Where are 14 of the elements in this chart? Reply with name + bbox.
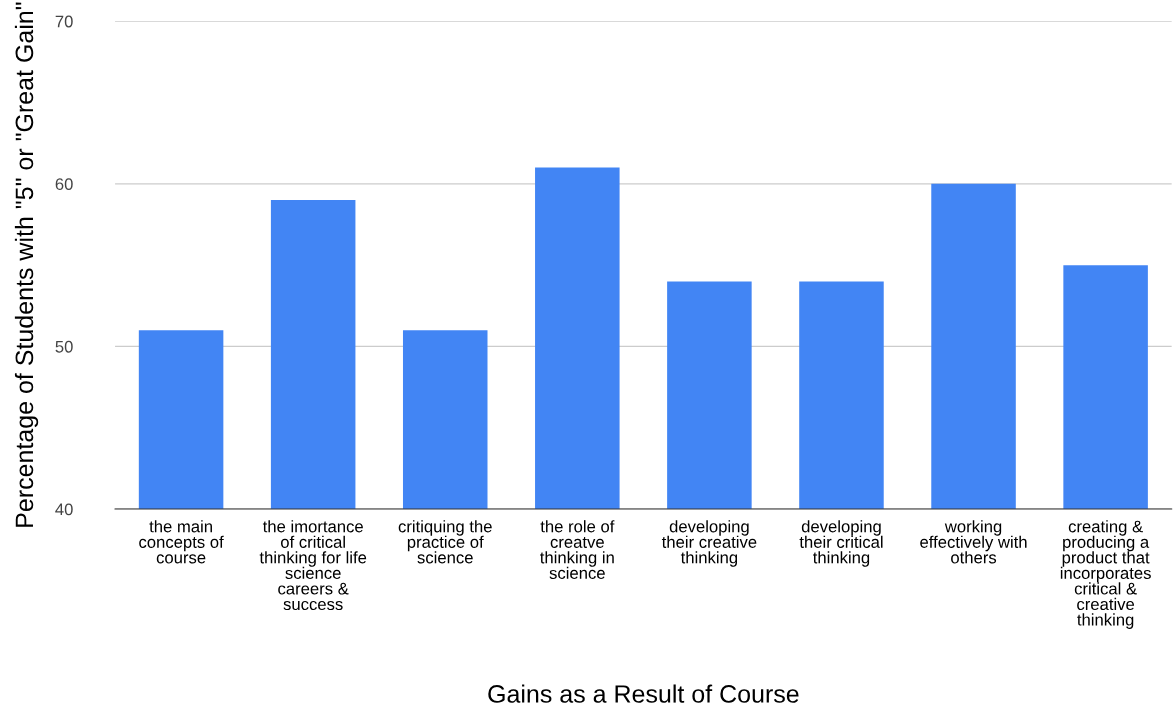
x-tick-label: the imortance of critical thinking for life science careers & success xyxy=(259,520,367,611)
x-tick-label: working effectively with others xyxy=(920,520,1027,564)
y-tick-label: 60 xyxy=(55,178,73,191)
y-tick-label: 70 xyxy=(55,15,73,28)
x-tick-label: creating & producing a product that incorporates critical & creative thinking xyxy=(1060,520,1151,629)
x-tick-label: the main concepts of course xyxy=(139,520,224,564)
y-tick-label: 40 xyxy=(55,503,73,516)
x-tick-label: critiquing the practice of science xyxy=(398,520,492,564)
x-axis-title: Gains as a Result of Course xyxy=(488,684,799,703)
x-tick-label: the role of creatve thinking in science xyxy=(540,520,615,579)
x-tick-label: developing their critical thinking xyxy=(799,520,883,567)
x-tick-label: developing their creative thinking xyxy=(661,520,757,567)
y-tick-label: 50 xyxy=(55,340,73,353)
y-axis-title: Percentage of Students with "5" or "Great Gain" xyxy=(14,2,39,527)
